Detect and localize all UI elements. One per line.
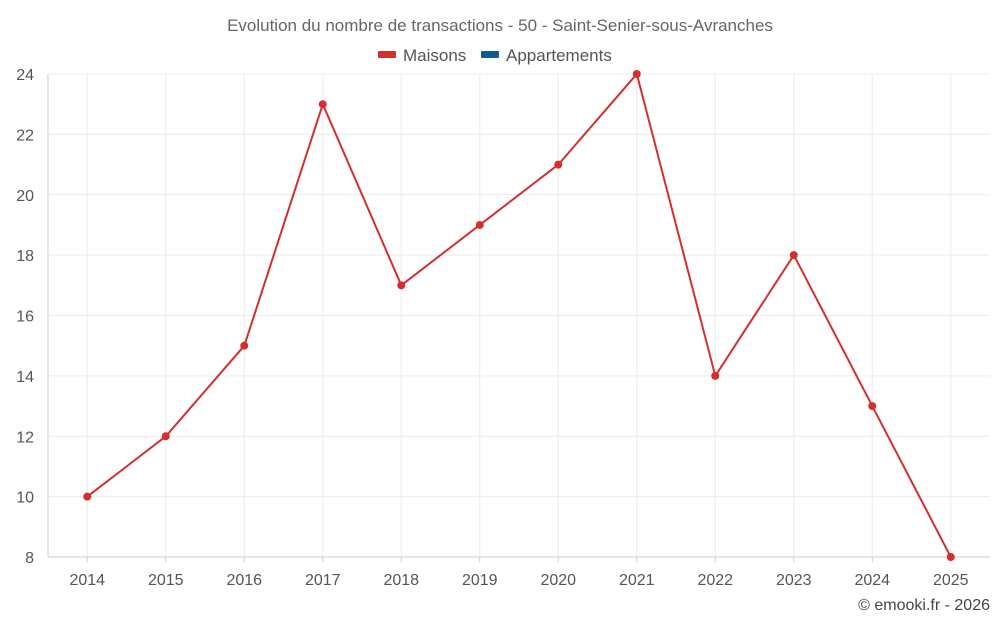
y-tick-label: 12: [16, 429, 34, 446]
y-tick-label: 16: [16, 309, 34, 326]
x-tick-label: 2020: [540, 572, 576, 589]
x-tick-label: 2021: [619, 572, 655, 589]
data-point-2019[interactable]: [475, 220, 484, 229]
series-line-maisons: [86, 73, 952, 558]
x-tick-label: 2015: [148, 572, 184, 589]
data-point-2016[interactable]: [240, 341, 249, 350]
x-tick-label: 2019: [462, 572, 498, 589]
series-maisons: [83, 70, 955, 561]
data-point-2020[interactable]: [554, 160, 563, 169]
credit-text: © emooki.fr - 2026: [858, 597, 990, 614]
legend: Maisons Appartements: [378, 46, 612, 65]
y-tick-label: 22: [16, 127, 34, 144]
legend-label-appartements[interactable]: Appartements: [506, 46, 612, 65]
y-tick-label: 14: [16, 369, 34, 386]
legend-swatch-maisons: [378, 51, 396, 58]
data-point-2024[interactable]: [868, 402, 877, 411]
data-point-2021[interactable]: [632, 70, 641, 78]
x-tick-label: 2022: [697, 572, 733, 589]
data-point-2025[interactable]: [946, 553, 955, 561]
x-tick-label: 2016: [226, 572, 262, 589]
y-tick-label: 8: [25, 550, 34, 567]
x-axis-ticks: 2014 2015 2016 2017 2018 2019 2020 2021 2022 2023…: [69, 572, 968, 589]
legend-swatch-appartements: [481, 51, 499, 58]
y-axis-ticks: 8 10 12 14 16 18 20 22 24: [16, 67, 34, 567]
grid: [48, 73, 990, 558]
chart-title: Evolution du nombre de transactions - 50…: [227, 16, 773, 35]
legend-label-maisons[interactable]: Maisons: [403, 46, 466, 65]
axes: [47, 74, 990, 562]
y-tick-label: 18: [16, 248, 34, 265]
data-point-2017[interactable]: [318, 100, 327, 109]
data-point-2023[interactable]: [789, 251, 798, 260]
data-point-2015[interactable]: [161, 432, 170, 441]
y-tick-label: 24: [16, 67, 34, 84]
x-tick-label: 2018: [383, 572, 419, 589]
x-tick-label: 2014: [69, 572, 105, 589]
x-tick-label: 2025: [933, 572, 969, 589]
y-tick-label: 10: [16, 490, 34, 507]
x-tick-label: 2024: [854, 572, 890, 589]
y-tick-label: 20: [16, 188, 34, 205]
x-tick-label: 2023: [776, 572, 812, 589]
data-point-2022[interactable]: [711, 371, 720, 380]
data-point-2014[interactable]: [83, 492, 92, 501]
data-point-2018[interactable]: [397, 281, 406, 290]
x-tick-label: 2017: [305, 572, 341, 589]
